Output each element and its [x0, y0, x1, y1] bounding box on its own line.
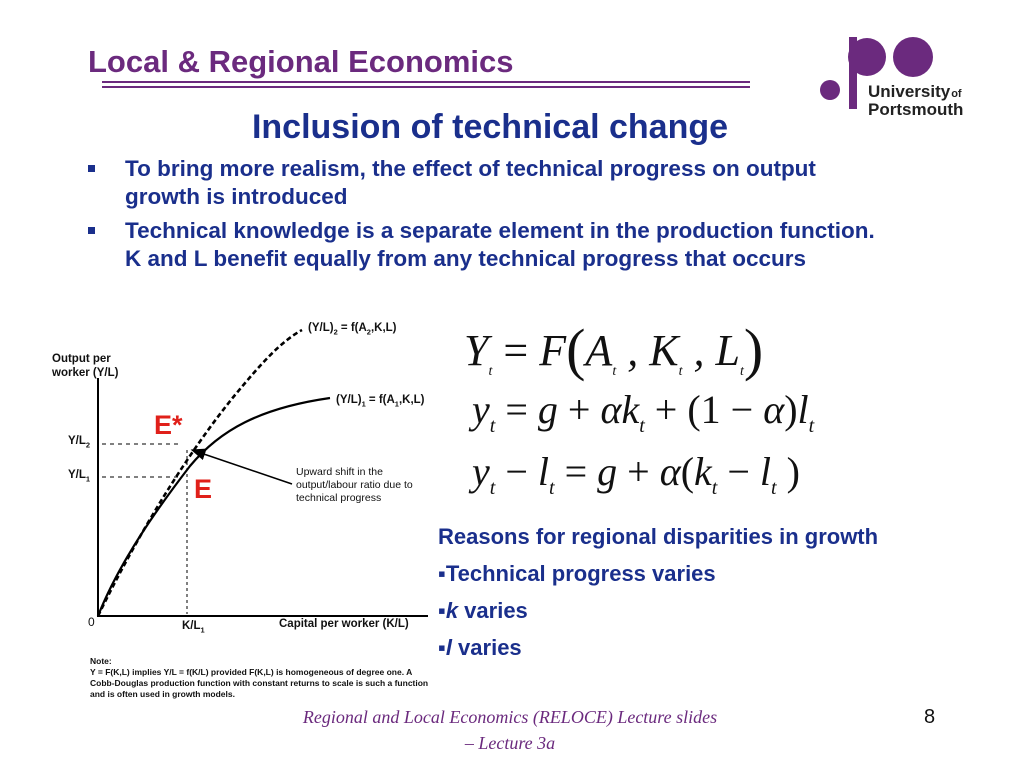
bullet-item: To bring more realism, the effect of tec…	[88, 155, 888, 211]
bullet-square-icon	[88, 227, 95, 234]
production-curve-lower	[96, 396, 331, 617]
slide-title: Inclusion of technical change	[251, 108, 729, 146]
curve-upper-label: (Y/L)2 = f(A2,K,L)	[308, 322, 397, 337]
production-curve-upper	[96, 328, 303, 617]
point-e-star-label: E*	[154, 410, 183, 440]
equation-3: yt − lt = g + α(kt − lt )	[472, 449, 800, 499]
x-tick: K/L1	[182, 620, 205, 635]
bullet-item: Technical knowledge is a separate elemen…	[88, 217, 888, 273]
origin-label: 0	[88, 615, 95, 629]
y-axis-label: Output per worker (Y/L)	[52, 353, 119, 379]
equation-1: Yt = F(At , Kt , Lt)	[464, 317, 764, 382]
bullet-list: To bring more realism, the effect of tec…	[88, 155, 888, 279]
shift-annotation: Upward shift in the output/labour ratio …	[296, 466, 413, 504]
reasons-heading: Reasons for regional disparities in grow…	[438, 524, 879, 549]
logo-mark-icon	[820, 37, 933, 109]
logo-text-line3: Portsmouth	[868, 100, 964, 119]
y-tick-lower: Y/L1	[68, 469, 91, 484]
logo-text-line1: University	[868, 82, 951, 101]
bullet-square-icon	[88, 165, 95, 172]
y-tick-upper: Y/L2	[68, 435, 91, 450]
diagram-note: Note: Y = F(K,L) implies Y/L = f(K/L) pr…	[90, 656, 429, 699]
production-function-diagram	[96, 328, 428, 617]
shift-arrow	[190, 448, 293, 485]
reasons-panel: Reasons for regional disparities in grow…	[438, 518, 998, 666]
slide-number: 8	[924, 706, 936, 728]
header-rule-top	[102, 81, 750, 83]
equation-2: yt = g + αkt + (1 − α)lt	[472, 387, 815, 437]
x-axis-label: Capital per worker (K/L)	[279, 618, 409, 630]
reason-bullet-icon: ▪	[438, 598, 446, 623]
reason-bullet-icon: ▪	[438, 635, 446, 660]
university-logo: Universityof Portsmouth	[812, 30, 964, 122]
reason-item: ▪k varies	[438, 598, 528, 623]
logo-text-line2: of	[951, 88, 962, 100]
curve-lower-label: (Y/L)1 = f(A1,K,L)	[336, 394, 425, 409]
point-e-label: E	[194, 474, 213, 504]
header-rule-bottom	[102, 86, 750, 88]
reason-item: ▪Technical progress varies	[438, 561, 716, 586]
reason-item: ▪l varies	[438, 635, 522, 660]
reason-bullet-icon: ▪	[438, 561, 446, 586]
footer-text: Regional and Local Economics (RELOCE) Le…	[302, 707, 718, 753]
header-title: Local & Regional Economics	[88, 44, 514, 79]
